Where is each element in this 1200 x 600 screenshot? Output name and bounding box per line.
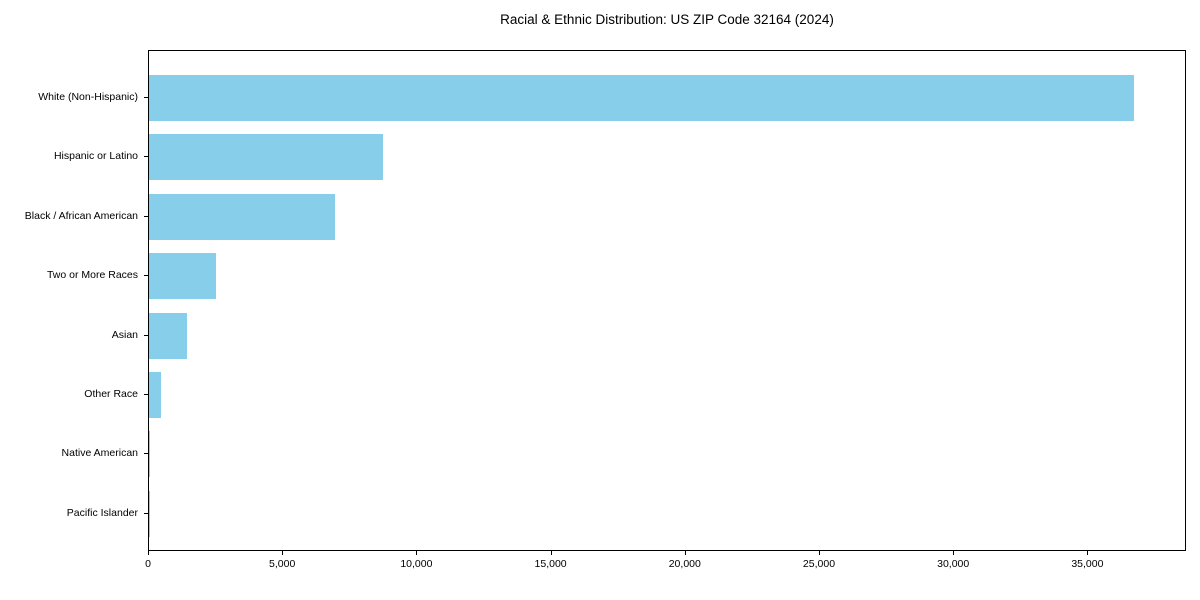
plot-area	[148, 50, 1186, 551]
x-axis-tick	[818, 551, 820, 555]
y-axis-tick	[144, 275, 148, 277]
y-axis-tick	[144, 394, 148, 395]
bar-hispanic-or-latino	[149, 134, 383, 181]
bar-black-african-american	[149, 193, 335, 240]
x-axis-tick	[953, 551, 955, 555]
x-axis-tick	[1087, 551, 1089, 555]
x-axis-tick-label: 35,000	[1071, 558, 1104, 570]
bar-white-non-hispanic	[149, 75, 1134, 121]
category-label: Two or More Races	[46, 269, 138, 282]
x-axis-tick	[148, 551, 149, 555]
x-axis-tick	[282, 551, 284, 555]
x-axis-tick	[550, 551, 552, 555]
y-axis-tick	[144, 334, 148, 336]
x-axis-tick	[684, 551, 686, 555]
y-axis-tick	[144, 97, 148, 98]
y-axis-tick	[144, 215, 148, 217]
x-axis-tick	[416, 551, 418, 555]
category-label: Other Race	[84, 388, 138, 400]
y-axis-tick	[144, 156, 148, 158]
bar-two-or-more-races	[149, 253, 216, 300]
category-label: Black / African American	[24, 209, 138, 222]
category-label: Hispanic or Latino	[53, 150, 138, 163]
y-axis-tick	[144, 453, 148, 455]
category-label: Asian	[111, 328, 138, 341]
chart-title: Racial & Ethnic Distribution: US ZIP Cod…	[500, 12, 834, 27]
x-axis-tick-label: 0	[145, 558, 151, 570]
category-label: White (Non-Hispanic)	[38, 91, 138, 103]
category-label: Pacific Islander	[66, 506, 138, 519]
x-axis-tick-label: 5,000	[269, 558, 296, 570]
category-label: Native American	[61, 447, 138, 460]
x-axis-tick-label: 20,000	[668, 558, 701, 570]
x-axis-tick-label: 25,000	[802, 558, 836, 570]
bar-other-race	[149, 372, 162, 418]
y-axis-tick	[144, 512, 148, 514]
x-axis-tick-label: 10,000	[400, 558, 433, 570]
bar-native-american	[149, 431, 151, 478]
bar-asian	[149, 312, 188, 359]
x-axis-tick-label: 30,000	[937, 558, 970, 570]
x-axis-tick-label: 15,000	[534, 558, 567, 570]
